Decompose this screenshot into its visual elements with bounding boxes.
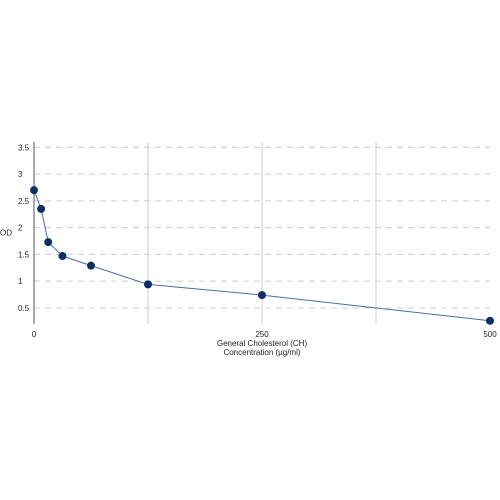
data-point-7 (486, 316, 494, 325)
series-0-line (33, 190, 491, 322)
x-tick-label-0: 0 (32, 330, 37, 339)
x-tick-label-2: 500 (483, 330, 497, 339)
data-point-3 (58, 252, 67, 261)
y-tick-label-6: 3.5 (18, 143, 30, 152)
data-point-5 (144, 280, 152, 289)
data-point-1 (37, 204, 46, 213)
y-tick-label-5: 3 (18, 170, 23, 179)
data-point-0 (30, 186, 38, 195)
y-tick-label-3: 2 (18, 224, 23, 233)
y-axis-title: OD (0, 229, 12, 238)
x-tick-labels: 0 250 500 (32, 330, 497, 339)
x-axis-title-line-1: General Cholesterol (CH) (217, 339, 308, 348)
y-tick-label-4: 2.5 (18, 197, 30, 206)
y-tick-labels: 0.5 1 1.5 2 2.5 3 3.5 (18, 143, 30, 313)
y-tick-label-1: 1 (18, 277, 23, 286)
y-tick-label-0: 0.5 (18, 304, 30, 313)
series-group (30, 186, 494, 325)
x-axis-title-line-2: Concentration (µg/ml) (223, 348, 300, 357)
x-tick-label-1: 250 (255, 330, 269, 339)
data-point-6 (258, 291, 266, 300)
data-point-4 (87, 261, 95, 270)
y-tick-label-2: 1.5 (18, 250, 30, 259)
data-point-2 (44, 238, 53, 247)
y-grid-lines (34, 146, 490, 309)
